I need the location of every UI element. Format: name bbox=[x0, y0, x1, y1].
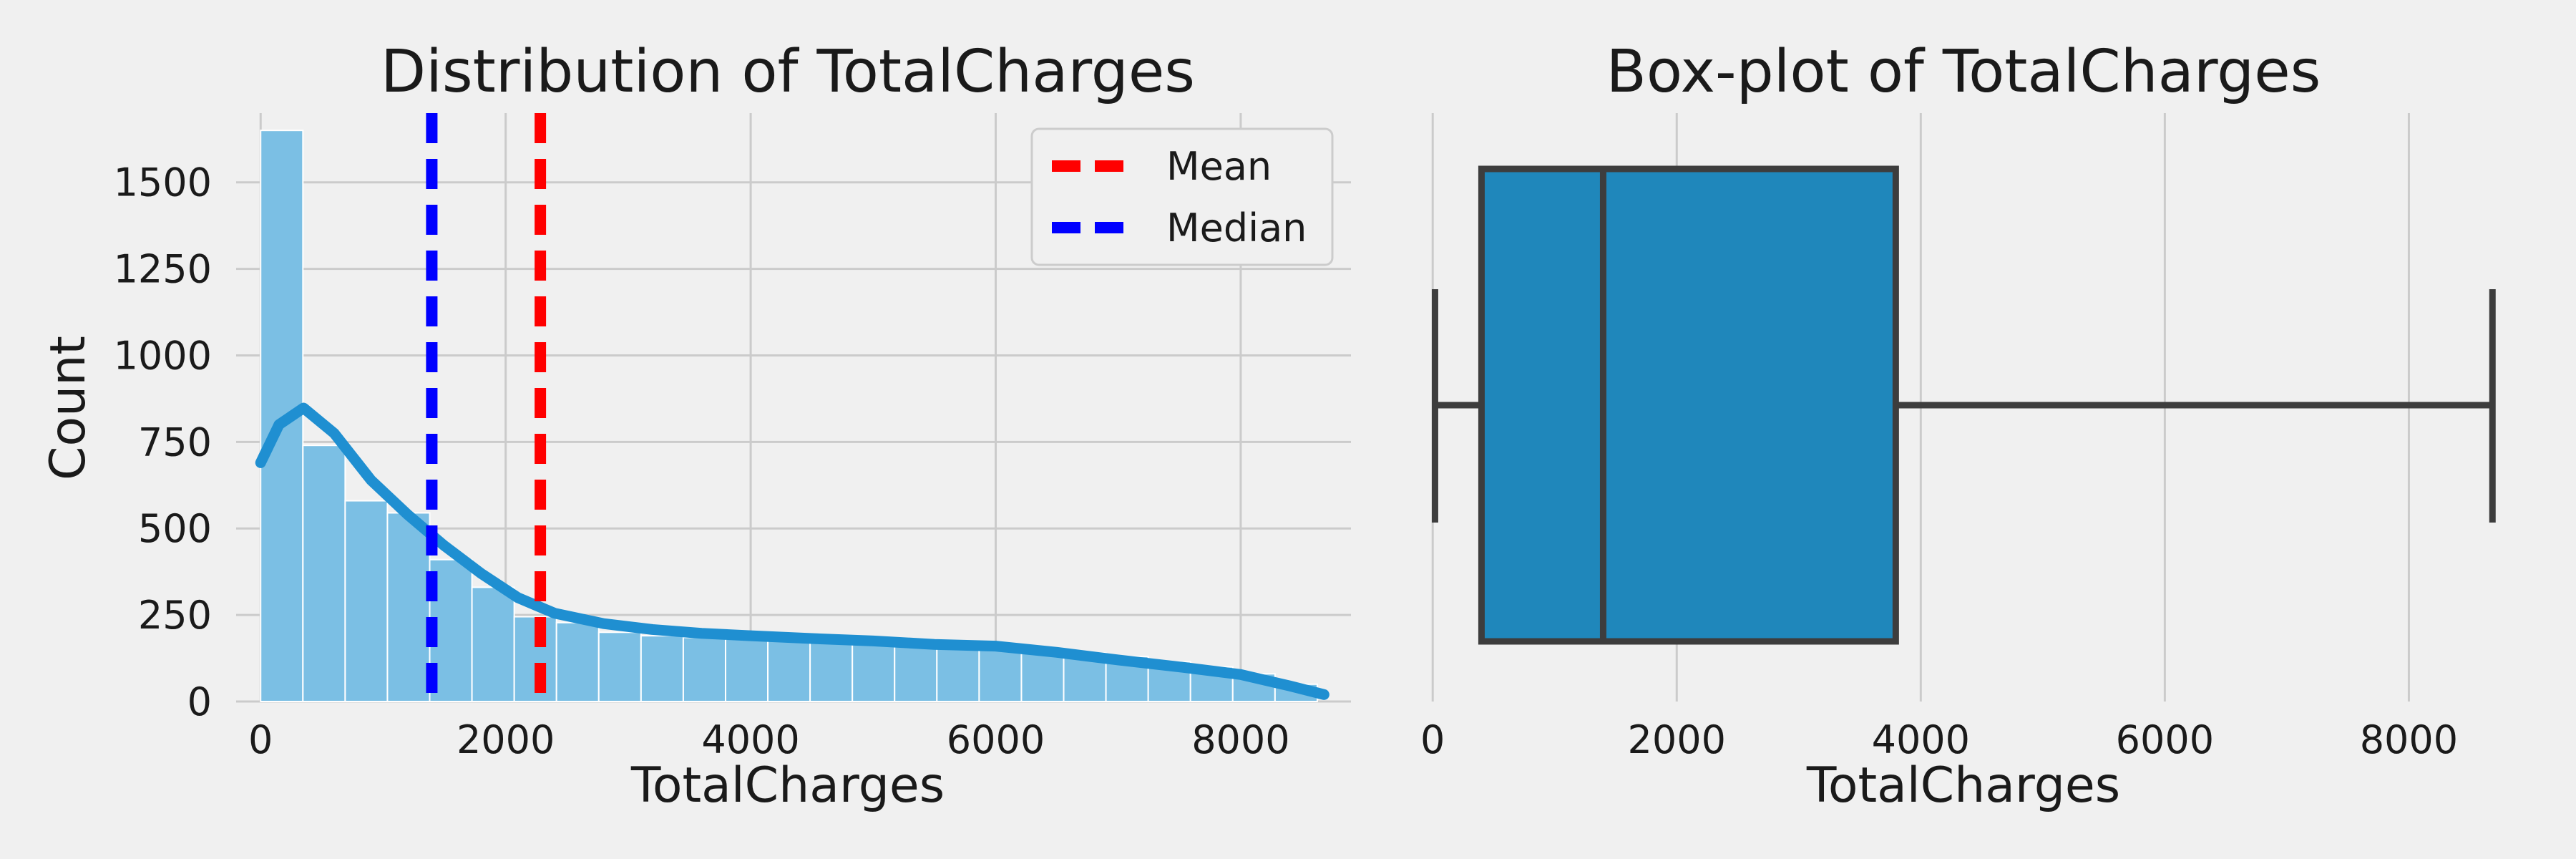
histogram-bar bbox=[894, 645, 938, 703]
boxplot-x-tick-label: 6000 bbox=[2116, 717, 2214, 762]
histogram-x-ticks: 0 2000 4000 6000 8000 bbox=[248, 717, 1290, 762]
histogram-title: Distribution of TotalCharges bbox=[381, 38, 1195, 106]
boxplot-x-axis-label: TotalCharges bbox=[1806, 757, 2120, 814]
histogram-bar bbox=[936, 647, 980, 702]
histogram-bar bbox=[640, 635, 684, 702]
histogram-x-tick-label: 8000 bbox=[1191, 717, 1289, 762]
histogram-y-tick-label: 1000 bbox=[114, 333, 212, 378]
boxplot-x-tick-label: 8000 bbox=[2360, 717, 2458, 762]
boxplot-x-tick-label: 2000 bbox=[1628, 717, 1726, 762]
boxplot-x-tick-label: 4000 bbox=[1872, 717, 1970, 762]
legend-label-mean: Mean bbox=[1166, 144, 1272, 189]
histogram-kde bbox=[255, 402, 1330, 700]
histogram-bar bbox=[302, 445, 346, 702]
histogram-y-axis-label: Count bbox=[40, 336, 97, 480]
histogram-bar bbox=[386, 512, 431, 702]
histogram-bar bbox=[852, 642, 896, 702]
histogram-x-axis-label: TotalCharges bbox=[630, 757, 945, 814]
histogram-y-tick-label: 0 bbox=[187, 679, 212, 724]
boxplot-x-ticks: 0 2000 4000 6000 8000 bbox=[1420, 717, 2458, 762]
histogram-y-tick-label: 250 bbox=[138, 593, 212, 638]
histogram-y-ticks: 0 250 500 750 1000 1250 1500 bbox=[114, 160, 212, 724]
histogram-y-tick-label: 750 bbox=[138, 419, 212, 465]
legend: Mean Median bbox=[1030, 127, 1334, 266]
interquartile-box bbox=[1478, 165, 1899, 645]
histogram-bar bbox=[344, 500, 389, 702]
histogram-reference-lines bbox=[426, 113, 547, 702]
boxplot-chart: Box-plot of TotalCharges 0 2000 4000 6000 80… bbox=[1420, 38, 2496, 814]
histogram-bar bbox=[471, 586, 515, 703]
kde-line bbox=[255, 402, 1330, 700]
histogram-bar bbox=[767, 639, 811, 702]
histogram-chart: Distribution of TotalCharges 0 2000 4000 60… bbox=[40, 38, 1351, 814]
histogram-x-tick-label: 6000 bbox=[947, 717, 1045, 762]
histogram-bar bbox=[555, 621, 600, 703]
histogram-y-tick-label: 1500 bbox=[114, 160, 212, 205]
histogram-x-tick-label: 4000 bbox=[701, 717, 799, 762]
histogram-x-tick-label: 2000 bbox=[457, 717, 555, 762]
histogram-y-tick-label: 1250 bbox=[114, 247, 212, 292]
boxplot-x-tick-label: 0 bbox=[1420, 717, 1445, 762]
histogram-bar bbox=[978, 649, 1023, 702]
histogram-bar bbox=[1020, 650, 1065, 703]
histogram-x-tick-label: 0 bbox=[248, 717, 273, 762]
histogram-bar bbox=[597, 631, 642, 703]
histogram-bar bbox=[682, 636, 726, 702]
histogram-y-tick-label: 500 bbox=[138, 506, 212, 551]
legend-label-median: Median bbox=[1166, 205, 1307, 251]
boxplot-title: Box-plot of TotalCharges bbox=[1606, 38, 2321, 106]
histogram-bar bbox=[724, 638, 769, 703]
histogram-bar bbox=[809, 641, 854, 702]
boxplot-elements bbox=[1431, 165, 2496, 645]
